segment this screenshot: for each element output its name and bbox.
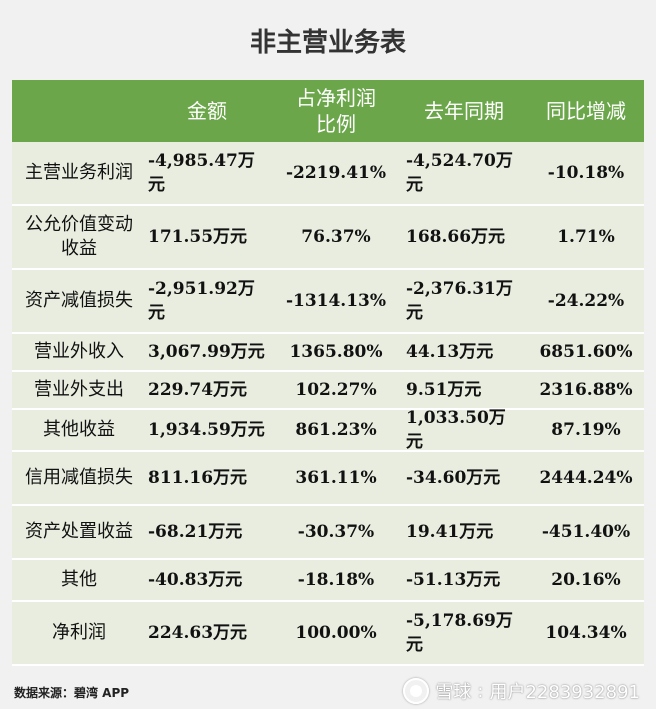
table-row: 公允价值变动收益 171.55万元 76.37% 168.66万元 1.71% <box>12 206 644 270</box>
row-last-year-cell: -34.60万元 <box>406 468 501 488</box>
row-last-year-cell: 19.41万元 <box>406 522 494 542</box>
row-ratio-cell: 100.00% <box>295 623 377 643</box>
row-ratio-cell: 1365.80% <box>289 342 383 362</box>
row-name-cell: 营业外支出 <box>34 379 124 400</box>
row-amount-cell: -40.83万元 <box>148 570 243 590</box>
table-header-row: 金额 占净利润 比例 去年同期 同比增减 <box>12 80 644 142</box>
row-last-year-cell: -2,376.31万元 <box>406 279 513 323</box>
row-name-cell: 净利润 <box>52 622 106 643</box>
header-cell-yoy: 同比增减 <box>546 99 626 123</box>
row-amount-cell: 1,934.59万元 <box>148 420 265 440</box>
xueqiu-logo-icon <box>403 678 430 704</box>
row-ratio-cell: -2219.41% <box>285 163 387 183</box>
row-ratio-cell: -1314.13% <box>285 291 387 311</box>
row-last-year-cell: 168.66万元 <box>406 227 506 247</box>
row-ratio-cell: -30.37% <box>297 522 375 542</box>
header-cell-last-year: 去年同期 <box>424 99 504 123</box>
row-last-year-cell: -51.13万元 <box>406 570 501 590</box>
row-yoy-cell: 104.34% <box>545 623 627 643</box>
row-yoy-cell: 6851.60% <box>539 342 633 362</box>
row-name-cell: 其他 <box>61 569 97 590</box>
row-ratio-cell: 102.27% <box>295 380 377 400</box>
header-cell-ratio: 占净利润 比例 <box>296 86 376 136</box>
row-name-cell: 主营业务利润 <box>25 162 133 183</box>
row-amount-cell: -68.21万元 <box>148 522 243 542</box>
xueqiu-separator: : <box>477 680 484 702</box>
row-yoy-cell: 2316.88% <box>539 380 633 400</box>
row-amount-cell: 224.63万元 <box>148 623 248 643</box>
row-name-cell: 营业外收入 <box>34 341 124 362</box>
header-cell-amount: 金额 <box>187 99 227 123</box>
row-amount-cell: 229.74万元 <box>148 380 248 400</box>
row-name-cell: 其他收益 <box>43 419 115 440</box>
xueqiu-brand: 雪球 <box>435 682 472 703</box>
table-row: 营业外支出 229.74万元 102.27% 9.51万元 2316.88% <box>12 372 644 410</box>
row-amount-cell: 171.55万元 <box>148 227 248 247</box>
row-ratio-cell: 861.23% <box>295 420 377 440</box>
row-name-cell: 信用减值损失 <box>25 467 133 488</box>
row-last-year-cell: 1,033.50万元 <box>406 408 506 452</box>
row-ratio-cell: 76.37% <box>301 227 371 247</box>
row-amount-cell: 811.16万元 <box>148 468 248 488</box>
row-ratio-cell: 361.11% <box>295 468 377 488</box>
data-source-footer: 数据来源：碧湾 APP <box>14 686 130 700</box>
table-row: 其他收益 1,934.59万元 861.23% 1,033.50万元 87.19% <box>12 408 644 452</box>
xueqiu-watermark: 雪球 : 用户2283932891 <box>403 678 640 704</box>
row-last-year-cell: -4,524.70万元 <box>406 151 513 195</box>
row-yoy-cell: 2444.24% <box>539 468 633 488</box>
table-row: 其他 -40.83万元 -18.18% -51.13万元 20.16% <box>12 560 644 602</box>
table-row: 净利润 224.63万元 100.00% -5,178.69万元 104.34% <box>12 602 644 666</box>
row-yoy-cell: 87.19% <box>551 420 621 440</box>
row-name-cell: 资产处置收益 <box>25 521 133 542</box>
row-last-year-cell: 44.13万元 <box>406 342 494 362</box>
data-table: 金额 占净利润 比例 去年同期 同比增减 主营业务利润 -4,985.47万元 -2… <box>12 80 644 666</box>
xueqiu-user: 用户2283932891 <box>489 682 640 703</box>
table-title: 非主营业务表 <box>249 27 406 58</box>
header-cell <box>12 80 142 142</box>
table-body: 主营业务利润 -4,985.47万元 -2219.41% -4,524.70万元 -10… <box>12 142 644 666</box>
table-row: 主营业务利润 -4,985.47万元 -2219.41% -4,524.70万元 -10… <box>12 142 644 206</box>
table-row: 资产处置收益 -68.21万元 -30.37% 19.41万元 -451.40% <box>12 506 644 560</box>
row-name-cell: 公允价值变动收益 <box>25 214 133 259</box>
table-row: 资产减值损失 -2,951.92万元 -1314.13% -2,376.31万元 -24… <box>12 270 644 334</box>
row-amount-cell: 3,067.99万元 <box>148 342 265 362</box>
row-amount-cell: -2,951.92万元 <box>148 279 255 323</box>
row-yoy-cell: 1.71% <box>557 227 615 247</box>
row-yoy-cell: 20.16% <box>551 570 621 590</box>
table-row: 信用减值损失 811.16万元 361.11% -34.60万元 2444.24% <box>12 452 644 506</box>
row-last-year-cell: 9.51万元 <box>406 380 482 400</box>
row-yoy-cell: -451.40% <box>541 522 631 542</box>
row-amount-cell: -4,985.47万元 <box>148 151 255 195</box>
row-yoy-cell: -24.22% <box>547 291 625 311</box>
row-ratio-cell: -18.18% <box>297 570 375 590</box>
table-row: 营业外收入 3,067.99万元 1365.80% 44.13万元 6851.60% <box>12 334 644 372</box>
row-last-year-cell: -5,178.69万元 <box>406 611 513 655</box>
row-yoy-cell: -10.18% <box>547 163 625 183</box>
row-name-cell: 资产减值损失 <box>25 290 133 311</box>
